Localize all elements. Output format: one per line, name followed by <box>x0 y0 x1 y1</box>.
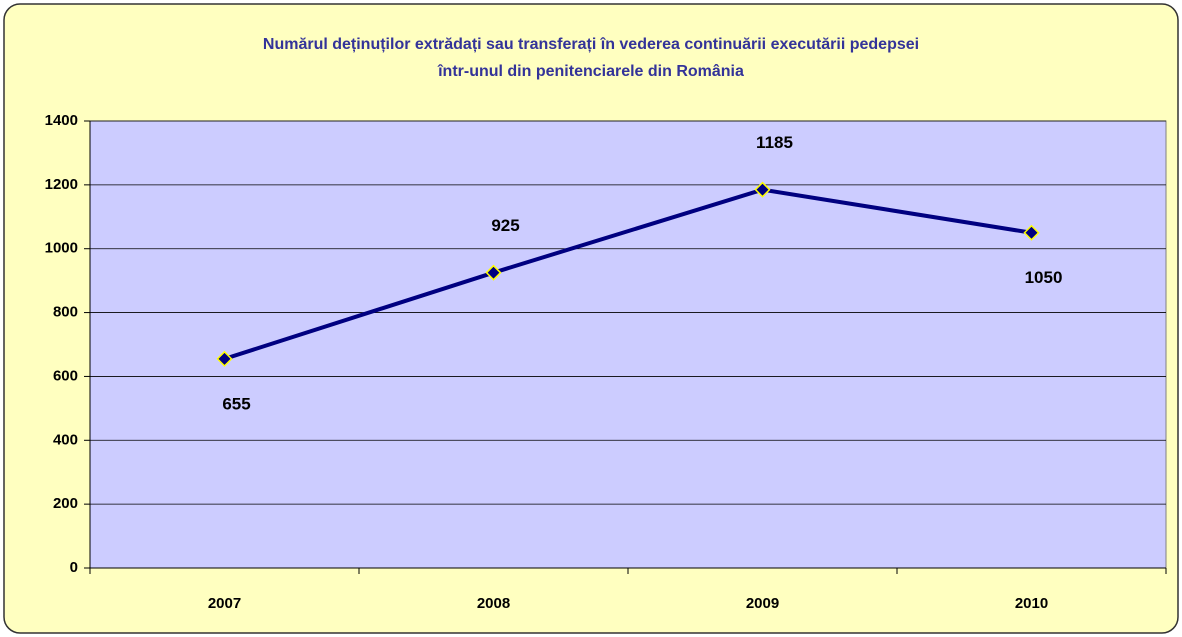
marker <box>485 264 502 281</box>
marker <box>754 181 771 198</box>
marker <box>1023 224 1040 241</box>
y-tick-label: 1200 <box>45 176 78 193</box>
data-label: 1185 <box>756 133 793 152</box>
plot-area <box>89 120 1167 569</box>
y-tick-label: 1000 <box>45 240 78 257</box>
y-tick-label: 0 <box>70 559 78 576</box>
data-label: 925 <box>491 216 519 235</box>
y-tick-label: 800 <box>53 304 78 321</box>
x-tick-label: 2007 <box>208 595 241 612</box>
x-tick-label: 2010 <box>1015 595 1048 612</box>
chart-title: într-unul din penitenciarele din România <box>437 63 744 80</box>
y-tick-label: 200 <box>53 495 78 512</box>
x-tick-label: 2008 <box>477 595 510 612</box>
chart-title: Numărul deținuților extrădați sau transf… <box>263 36 919 53</box>
y-tick-label: 400 <box>53 431 78 448</box>
x-tick-label: 2009 <box>746 595 779 612</box>
marker <box>216 350 233 367</box>
y-tick-label: 600 <box>53 367 78 384</box>
data-label: 655 <box>222 394 250 413</box>
line <box>223 187 1032 361</box>
data-label: 1050 <box>1025 268 1063 287</box>
y-tick-label: 1400 <box>45 112 78 129</box>
